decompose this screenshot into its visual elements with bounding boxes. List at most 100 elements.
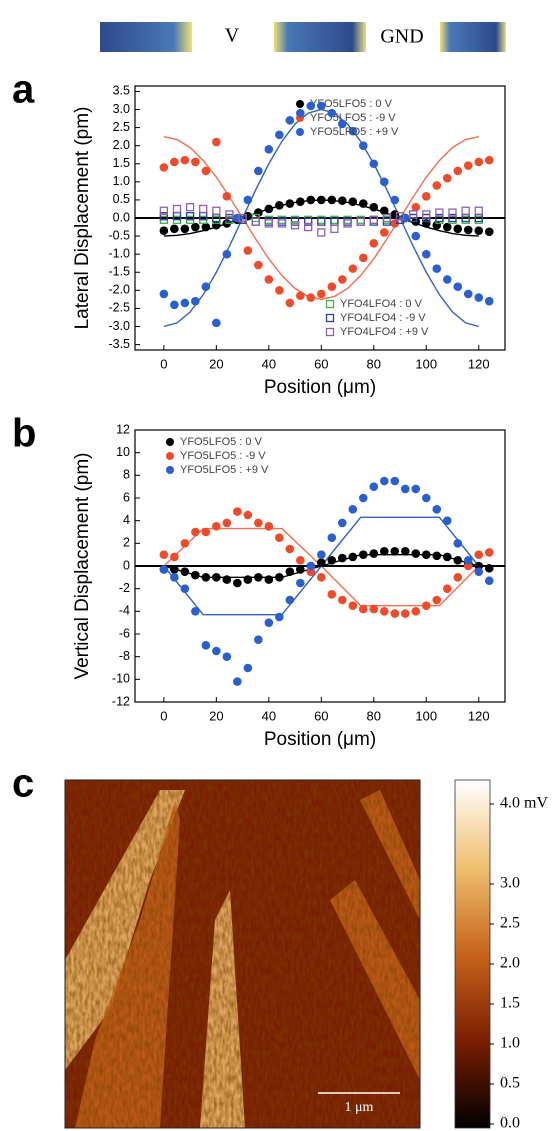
point bbox=[400, 484, 410, 494]
point bbox=[306, 293, 316, 302]
y-tick-label: 4 bbox=[123, 513, 130, 527]
y-tick-label: 1.5 bbox=[113, 156, 130, 170]
point bbox=[201, 527, 211, 537]
legend-marker bbox=[166, 452, 174, 460]
point bbox=[170, 573, 179, 582]
y-tick-label: 1.0 bbox=[113, 174, 130, 188]
point bbox=[358, 493, 368, 503]
point bbox=[432, 181, 442, 190]
point bbox=[275, 573, 284, 582]
x-tick-label: 100 bbox=[415, 356, 437, 371]
point bbox=[296, 291, 305, 301]
point bbox=[432, 595, 442, 605]
point bbox=[185, 212, 195, 221]
colorbar-label: 2.0 bbox=[500, 955, 520, 972]
point bbox=[306, 101, 316, 111]
panel-label: c bbox=[12, 762, 34, 806]
point bbox=[170, 552, 179, 562]
colorbar-label: 1.5 bbox=[500, 995, 520, 1012]
point bbox=[170, 565, 179, 574]
point bbox=[264, 204, 274, 214]
point bbox=[435, 213, 444, 223]
point bbox=[264, 217, 273, 226]
point bbox=[254, 635, 263, 644]
y-tick-label: 8 bbox=[123, 468, 130, 482]
afm-image bbox=[65, 780, 420, 1128]
point bbox=[254, 260, 263, 270]
point bbox=[474, 206, 483, 215]
colorbar-label: 3.0 bbox=[500, 875, 520, 892]
point bbox=[191, 570, 200, 580]
point bbox=[306, 195, 316, 205]
point bbox=[254, 518, 263, 528]
legend-label: YFO5LFO5 : 0 V bbox=[310, 98, 393, 110]
point bbox=[317, 101, 326, 111]
point bbox=[379, 607, 389, 616]
point bbox=[463, 289, 473, 299]
point bbox=[296, 578, 305, 588]
point bbox=[442, 173, 452, 183]
point bbox=[222, 249, 232, 259]
x-axis-title: Position (μm) bbox=[264, 377, 376, 398]
point bbox=[474, 293, 484, 302]
colorbar-label: 0.5 bbox=[500, 1075, 520, 1092]
point bbox=[463, 161, 473, 170]
x-tick-label: 120 bbox=[468, 708, 490, 723]
legend-marker bbox=[325, 327, 335, 337]
y-tick-label: -6 bbox=[119, 626, 130, 640]
point bbox=[369, 159, 379, 169]
point bbox=[369, 549, 379, 558]
point bbox=[285, 595, 295, 605]
point bbox=[191, 157, 200, 167]
point bbox=[435, 208, 444, 217]
legend-label: YFO5LFO5 : -9 V bbox=[310, 112, 396, 124]
point bbox=[159, 212, 169, 221]
point bbox=[243, 246, 253, 255]
point bbox=[453, 282, 463, 292]
point bbox=[390, 546, 400, 556]
point bbox=[254, 166, 263, 176]
point bbox=[484, 548, 494, 557]
x-tick-label: 40 bbox=[262, 708, 276, 723]
point bbox=[159, 565, 169, 574]
x-tick-label: 20 bbox=[209, 708, 223, 723]
y-tick-label: -10 bbox=[112, 672, 130, 686]
point bbox=[264, 575, 274, 584]
point bbox=[400, 213, 410, 223]
x-tick-label: 100 bbox=[415, 708, 437, 723]
point bbox=[400, 609, 410, 618]
electrode-label: V bbox=[225, 25, 240, 47]
x-axis-title: Position (μm) bbox=[264, 729, 376, 750]
point bbox=[453, 224, 463, 234]
point bbox=[409, 210, 418, 219]
point bbox=[170, 300, 179, 310]
legend-label: YFO5LFO5 : 0 V bbox=[180, 436, 263, 448]
y-tick-label: 0 bbox=[123, 558, 130, 572]
point bbox=[330, 217, 339, 226]
x-tick-label: 0 bbox=[160, 708, 167, 723]
y-tick-label: 3.0 bbox=[113, 102, 130, 116]
x-tick-label: 80 bbox=[367, 356, 381, 371]
point bbox=[338, 196, 347, 205]
point bbox=[463, 225, 473, 235]
point bbox=[379, 476, 389, 486]
y-tick-label: 0.5 bbox=[113, 192, 130, 206]
point bbox=[212, 137, 221, 147]
legend-marker bbox=[296, 128, 304, 136]
point bbox=[317, 289, 326, 299]
point bbox=[411, 202, 421, 212]
point bbox=[243, 510, 253, 520]
point bbox=[212, 573, 221, 582]
point bbox=[264, 275, 274, 284]
point bbox=[201, 222, 211, 232]
point bbox=[338, 518, 347, 528]
point bbox=[191, 222, 200, 232]
point bbox=[369, 482, 379, 491]
panel-label: b bbox=[12, 412, 36, 456]
point bbox=[369, 604, 379, 614]
colorbar bbox=[454, 779, 491, 1129]
electrode-label: GND bbox=[380, 26, 423, 48]
image-frame bbox=[64, 779, 421, 1129]
point bbox=[432, 551, 442, 561]
point bbox=[201, 641, 211, 650]
